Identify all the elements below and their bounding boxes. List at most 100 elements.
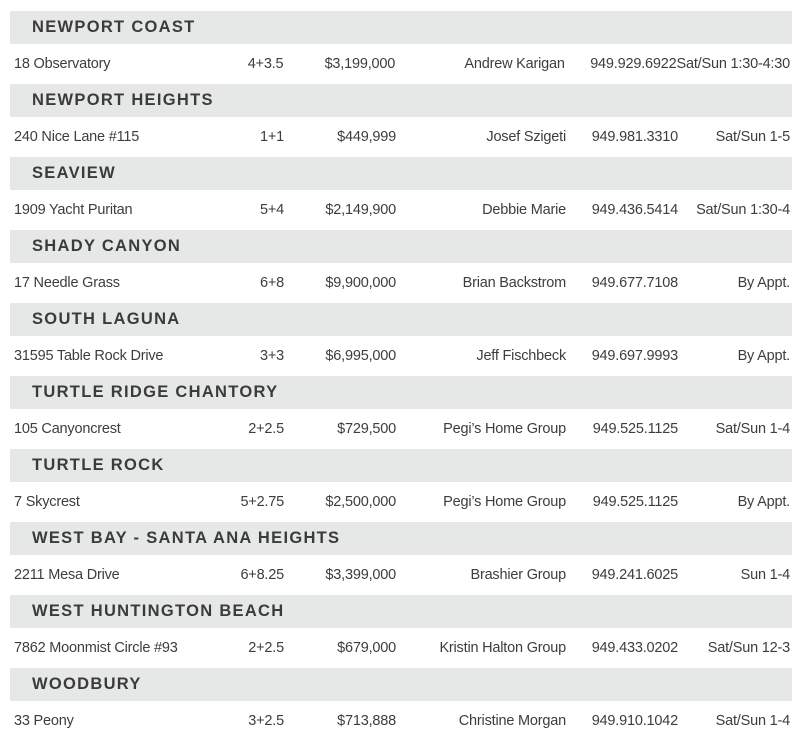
listing-phone: 949.241.6025 (591, 567, 679, 583)
section-header-label: WEST BAY - SANTA ANA HEIGHTS (32, 529, 341, 547)
listing-row: 7 Skycrest 5+2.75 $2,500,000 Pegi’s Home… (10, 482, 792, 522)
listing-price: $3,199,000 (324, 56, 396, 72)
listing-address: 2211 Mesa Drive (14, 567, 120, 583)
listing-address: 240 Nice Lane #115 (14, 129, 140, 145)
listing-beds-baths: 5+2.75 (240, 494, 284, 510)
listing-price: $449,999 (337, 129, 396, 145)
listing-address: 7 Skycrest (14, 494, 80, 510)
listing-open-times: Sat/Sun 1-5 (715, 129, 791, 145)
listing-price: $679,000 (337, 640, 396, 656)
listing-open-times: Sat/Sun 1:30-4 (696, 202, 790, 218)
listing-phone: 949.697.9993 (591, 348, 679, 364)
listing-beds-baths: 3+2.5 (248, 713, 284, 729)
section-header: SOUTH LAGUNA (10, 303, 792, 336)
section-header-label: TURTLE ROCK (32, 456, 165, 474)
listing-row: 105 Canyoncrest 2+2.5 $729,500 Pegi’s Ho… (10, 409, 792, 449)
listing-phone: 949.677.7108 (591, 275, 679, 291)
listing-open-times: Sat/Sun 1:30-4:30 (676, 56, 791, 72)
listing-address: 31595 Table Rock Drive (14, 348, 164, 364)
section-header-label: NEWPORT HEIGHTS (32, 91, 214, 109)
section-header-label: SHADY CANYON (32, 237, 182, 255)
section-header: NEWPORT COAST (10, 11, 792, 44)
neighborhood-section: SOUTH LAGUNA 31595 Table Rock Drive 3+3 … (10, 303, 792, 376)
listing-agent: Pegi’s Home Group (443, 494, 566, 510)
listing-open-times: By Appt. (737, 275, 791, 291)
neighborhood-section: WOODBURY 33 Peony 3+2.5 $713,888 Christi… (10, 668, 792, 741)
section-header-label: WOODBURY (32, 675, 142, 693)
listing-address: 105 Canyoncrest (14, 421, 121, 437)
listing-agent: Brian Backstrom (462, 275, 567, 291)
section-header: SHADY CANYON (10, 230, 792, 263)
listing-phone: 949.910.1042 (591, 713, 679, 729)
neighborhood-section: WEST HUNTINGTON BEACH 7862 Moonmist Circ… (10, 595, 792, 668)
section-header: TURTLE ROCK (10, 449, 792, 482)
listing-row: 17 Needle Grass 6+8 $9,900,000 Brian Bac… (10, 263, 792, 303)
listing-agent: Pegi’s Home Group (443, 421, 566, 437)
section-header: WOODBURY (10, 668, 792, 701)
listing-phone: 949.433.0202 (591, 640, 679, 656)
listing-row: 240 Nice Lane #115 1+1 $449,999 Josef Sz… (10, 117, 792, 157)
listing-agent: Jeff Fischbeck (476, 348, 566, 364)
listing-beds-baths: 3+3 (260, 348, 284, 364)
listing-open-times: Sat/Sun 12-3 (707, 640, 790, 656)
listing-address: 33 Peony (14, 713, 74, 729)
listing-beds-baths: 4+3.5 (247, 56, 284, 72)
listing-beds-baths: 2+2.5 (248, 640, 284, 656)
listing-agent: Brashier Group (470, 567, 566, 583)
listing-row: 7862 Moonmist Circle #93 2+2.5 $679,000 … (10, 628, 792, 668)
section-header-label: TURTLE RIDGE CHANTORY (32, 383, 279, 401)
listing-beds-baths: 5+4 (260, 202, 284, 218)
listing-agent: Kristin Halton Group (439, 640, 566, 656)
listing-beds-baths: 6+8.25 (240, 567, 284, 583)
listing-row: 18 Observatory 4+3.5 $3,199,000 Andrew K… (10, 44, 792, 84)
listing-row: 31595 Table Rock Drive 3+3 $6,995,000 Je… (10, 336, 792, 376)
listing-price: $6,995,000 (325, 348, 396, 364)
section-header: TURTLE RIDGE CHANTORY (10, 376, 792, 409)
neighborhood-section: TURTLE ROCK 7 Skycrest 5+2.75 $2,500,000… (10, 449, 792, 522)
listing-agent: Josef Szigeti (486, 129, 566, 145)
listing-agent: Christine Morgan (458, 713, 566, 729)
neighborhood-section: NEWPORT HEIGHTS 240 Nice Lane #115 1+1 $… (10, 84, 792, 157)
listing-price: $9,900,000 (325, 275, 396, 291)
neighborhood-section: SEAVIEW 1909 Yacht Puritan 5+4 $2,149,90… (10, 157, 792, 230)
section-header: NEWPORT HEIGHTS (10, 84, 792, 117)
section-header: WEST BAY - SANTA ANA HEIGHTS (10, 522, 792, 555)
listing-phone: 949.981.3310 (591, 129, 679, 145)
listing-address: 1909 Yacht Puritan (14, 202, 133, 218)
section-header: WEST HUNTINGTON BEACH (10, 595, 792, 628)
neighborhood-section: SHADY CANYON 17 Needle Grass 6+8 $9,900,… (10, 230, 792, 303)
listing-beds-baths: 2+2.5 (248, 421, 284, 437)
neighborhood-section: NEWPORT COAST 18 Observatory 4+3.5 $3,19… (10, 11, 792, 84)
listing-open-times: By Appt. (737, 348, 791, 364)
listing-phone: 949.436.5414 (591, 202, 679, 218)
listing-phone: 949.525.1125 (592, 421, 678, 437)
listing-open-times: By Appt. (737, 494, 791, 510)
listing-row: 2211 Mesa Drive 6+8.25 $3,399,000 Brashi… (10, 555, 792, 595)
listing-row: 33 Peony 3+2.5 $713,888 Christine Morgan… (10, 701, 792, 741)
listing-beds-baths: 6+8 (260, 275, 284, 291)
listing-price: $3,399,000 (325, 567, 396, 583)
listing-price: $2,149,900 (325, 202, 396, 218)
listing-beds-baths: 1+1 (260, 129, 284, 145)
listing-address: 7862 Moonmist Circle #93 (14, 640, 178, 656)
section-header-label: SOUTH LAGUNA (32, 310, 181, 328)
neighborhood-section: TURTLE RIDGE CHANTORY 105 Canyoncrest 2+… (10, 376, 792, 449)
listing-phone: 949.525.1125 (592, 494, 678, 510)
listing-phone: 949.929.6922 (590, 56, 677, 72)
section-header: SEAVIEW (10, 157, 792, 190)
neighborhood-section: WEST BAY - SANTA ANA HEIGHTS 2211 Mesa D… (10, 522, 792, 595)
section-header-label: WEST HUNTINGTON BEACH (32, 602, 285, 620)
listing-open-times: Sat/Sun 1-4 (715, 421, 791, 437)
listing-price: $713,888 (337, 713, 396, 729)
listing-open-times: Sun 1-4 (740, 567, 791, 583)
section-header-label: NEWPORT COAST (32, 18, 196, 36)
listing-price: $729,500 (337, 421, 396, 437)
section-header-label: SEAVIEW (32, 164, 116, 182)
listing-open-times: Sat/Sun 1-4 (715, 713, 791, 729)
listing-address: 17 Needle Grass (14, 275, 120, 291)
listing-agent: Andrew Karigan (464, 56, 565, 72)
listing-price: $2,500,000 (325, 494, 396, 510)
listing-agent: Debbie Marie (482, 202, 566, 218)
listing-row: 1909 Yacht Puritan 5+4 $2,149,900 Debbie… (10, 190, 792, 230)
